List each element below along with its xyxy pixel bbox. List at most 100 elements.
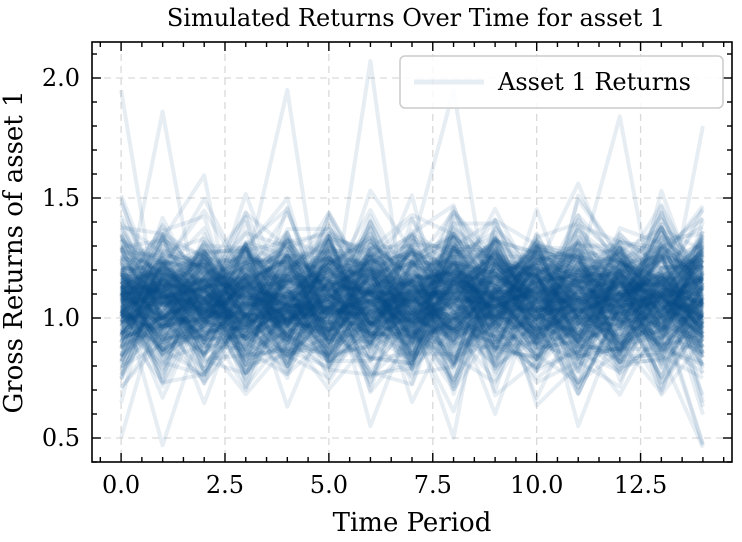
series-path [119,234,704,378]
series-path [120,240,705,341]
series-path [119,263,705,345]
series-path [119,252,704,385]
series-path [119,230,704,374]
series-path [120,225,705,385]
series-path [119,231,705,380]
series-path [119,226,705,390]
series-path [120,251,703,315]
series-path [120,231,705,388]
series-path [120,248,705,367]
series-path [119,213,705,376]
series-path [120,238,705,366]
series-path [120,239,705,375]
series-path [119,208,705,395]
series-path [119,198,705,352]
series-path [119,217,705,440]
series-path [120,259,704,379]
series-path [120,238,705,388]
series-path [119,249,705,384]
series-path [120,251,704,359]
series-path [119,206,705,403]
series-path [119,247,705,408]
series-path [120,239,705,346]
series-path [119,225,705,341]
series-path [120,250,705,356]
series-path [120,227,705,351]
series-path [120,244,705,358]
series-path [120,244,704,380]
series-path [119,240,705,346]
series-path [119,193,704,375]
series-path [120,223,705,371]
series-path [119,234,704,355]
series-path [120,237,704,360]
series-path [119,238,705,390]
series-path [119,249,704,344]
series-path [120,248,705,362]
series-path [120,229,704,338]
series-path [120,242,704,368]
series-path [119,230,705,357]
series-path [121,226,705,351]
series-path [120,226,705,343]
series-path [119,244,705,367]
series-path [119,237,705,372]
series-path [119,266,704,362]
series-path [119,245,705,374]
series-path [119,235,704,359]
series-path [120,238,703,355]
series-path [119,236,705,385]
x-tick-label: 5.0 [310,471,348,499]
series-path [121,245,705,353]
series-path [120,245,705,327]
series-path [119,247,705,360]
series-path [119,211,704,366]
series-path [119,221,705,338]
series-path [120,191,703,387]
series-path [119,261,705,416]
series-path [119,173,704,390]
series-path [119,242,704,376]
legend: Asset 1 Returns [399,55,724,109]
series-path [119,231,705,359]
series-path [120,227,705,395]
series-path [119,254,705,392]
series-path [119,255,704,384]
series-path [120,241,705,371]
series-path [119,260,705,385]
series-path [120,236,705,376]
series-path [120,253,705,353]
series-path [120,248,704,383]
series-path [120,261,705,378]
series-path [119,246,705,376]
series-path [119,210,705,353]
series-path [120,221,705,342]
series-path [119,239,705,365]
series-path [121,236,705,369]
series-path [119,263,705,375]
series-path [119,220,705,359]
series-path [119,251,705,400]
series-path [119,249,704,353]
series-path [119,253,704,396]
series-path [120,257,704,339]
series-path [120,193,705,366]
series-path [120,244,704,392]
series-path [120,197,704,314]
series-path [120,232,704,376]
series-path [119,209,704,352]
series-path [120,231,705,341]
series-path [119,250,704,344]
series-path [119,220,704,365]
series-path [120,260,705,414]
series-path [119,212,704,368]
series-path [119,203,704,357]
series-path [119,234,705,357]
series-path [120,240,704,362]
series-path [120,230,704,362]
series-path [119,188,705,356]
series-path [120,247,705,396]
series-path [119,197,705,363]
series-path [120,261,704,367]
